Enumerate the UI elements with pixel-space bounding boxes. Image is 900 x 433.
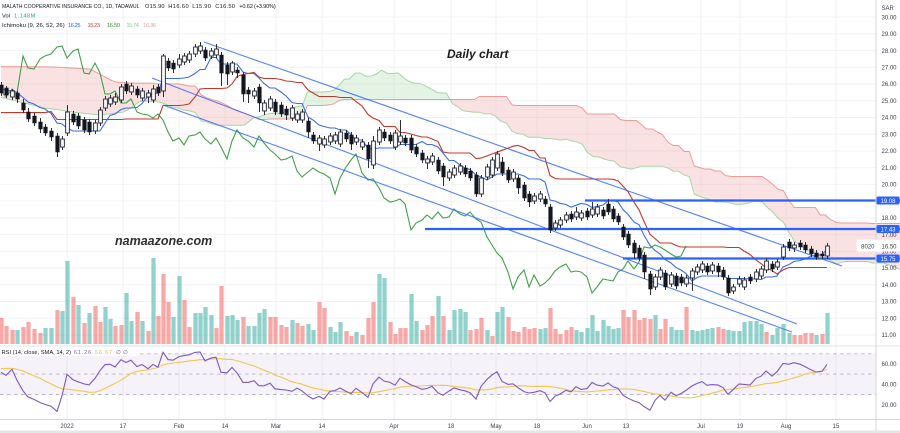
svg-text:20.00: 20.00	[882, 183, 898, 189]
svg-text:29.00: 29.00	[882, 32, 898, 38]
svg-text:RSI (14, close, SMA, 14, 2): RSI (14, close, SMA, 14, 2)	[2, 350, 72, 356]
svg-text:14: 14	[222, 424, 229, 430]
svg-text:18.00: 18.00	[882, 216, 898, 222]
svg-text:12.00: 12.00	[882, 316, 898, 322]
svg-text:O15.90: O15.90	[145, 4, 165, 10]
svg-text:C16.50: C16.50	[215, 4, 235, 10]
svg-text:40.00: 40.00	[882, 383, 898, 389]
svg-text:28.00: 28.00	[882, 49, 898, 55]
svg-text:56.67: 56.67	[95, 350, 112, 356]
svg-text:∅: ∅	[116, 350, 121, 356]
svg-text:+0.62 (+3.90%): +0.62 (+3.90%)	[239, 4, 276, 10]
svg-text:SAR: SAR	[882, 6, 895, 12]
svg-text:17.00: 17.00	[882, 233, 898, 239]
svg-text:17: 17	[120, 424, 127, 430]
svg-text:14.00: 14.00	[882, 283, 898, 289]
svg-text:15.75: 15.75	[880, 257, 896, 263]
svg-text:19.08: 19.08	[880, 199, 896, 205]
svg-text:25.00: 25.00	[882, 99, 898, 105]
svg-text:15: 15	[833, 424, 840, 430]
svg-text:19: 19	[737, 424, 744, 430]
svg-text:Apr: Apr	[389, 424, 398, 430]
svg-text:18: 18	[448, 424, 455, 430]
svg-text:H16.60: H16.60	[168, 4, 189, 10]
svg-text:Daily chart: Daily chart	[447, 47, 509, 61]
svg-text:1.148M: 1.148M	[14, 14, 36, 20]
svg-text:18: 18	[534, 424, 541, 430]
svg-text:Mar: Mar	[271, 424, 281, 430]
svg-text:16.50: 16.50	[107, 23, 120, 29]
svg-text:Feb: Feb	[174, 424, 185, 430]
svg-text:24.00: 24.00	[882, 116, 898, 122]
svg-text:L15.90: L15.90	[192, 4, 211, 10]
svg-text:30.00: 30.00	[882, 15, 898, 21]
svg-text:14: 14	[319, 424, 326, 430]
svg-text:Ichimoku (9, 26, 52, 26): Ichimoku (9, 26, 52, 26)	[2, 23, 65, 29]
svg-text:23.00: 23.00	[882, 132, 898, 138]
svg-text:27.00: 27.00	[882, 66, 898, 72]
svg-text:May: May	[490, 424, 501, 430]
svg-text:60.00: 60.00	[882, 362, 898, 368]
svg-text:13: 13	[623, 424, 630, 430]
svg-text:16.25: 16.25	[68, 23, 81, 29]
svg-text:11.00: 11.00	[882, 333, 897, 339]
svg-text:16.36: 16.36	[143, 23, 156, 29]
svg-text:16.00: 16.00	[882, 250, 898, 256]
svg-text:13.00: 13.00	[882, 300, 898, 306]
svg-text:17.43: 17.43	[880, 227, 896, 233]
svg-text:16.50: 16.50	[882, 244, 898, 250]
svg-text:Aug: Aug	[781, 424, 792, 430]
svg-text:15.74: 15.74	[126, 23, 138, 29]
svg-text:Vol: Vol	[2, 14, 10, 20]
svg-text:15.00: 15.00	[882, 266, 898, 272]
svg-text:15.23: 15.23	[88, 23, 101, 29]
svg-text:Jul: Jul	[697, 424, 705, 430]
svg-text:21.00: 21.00	[882, 166, 898, 172]
svg-text:∅: ∅	[123, 350, 128, 356]
svg-text:20.00: 20.00	[882, 403, 898, 409]
svg-text:MALATH COOPERATIVE INSURANCE C: MALATH COOPERATIVE INSURANCE CO., 1D, TA…	[2, 4, 140, 10]
svg-text:namaazone.com: namaazone.com	[115, 234, 212, 248]
svg-text:26.00: 26.00	[882, 82, 898, 88]
svg-text:8020: 8020	[861, 244, 875, 250]
svg-text:2022: 2022	[60, 424, 74, 430]
svg-text:22.00: 22.00	[882, 149, 898, 155]
svg-text:61.26: 61.26	[74, 350, 91, 356]
svg-text:Jun: Jun	[582, 424, 592, 430]
